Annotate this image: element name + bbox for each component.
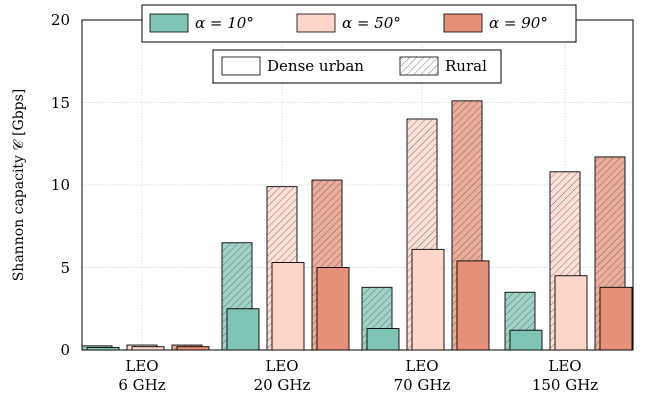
legend-label-dense-urban: Dense urban xyxy=(267,57,364,75)
x-tick-label-70ghz-line1: LEO xyxy=(405,357,438,375)
legend-swatch-alpha-50 xyxy=(296,13,336,33)
legend-swatch-alpha-10 xyxy=(149,13,189,33)
bar-dense-urban-alpha-90-20ghz xyxy=(316,267,350,351)
bar-dense-urban-alpha-10-150ghz xyxy=(509,329,543,351)
bar-dense-urban-alpha-50-70ghz xyxy=(411,248,445,351)
x-tick-label-20ghz-line1: LEO xyxy=(265,357,298,375)
x-tick-labels: LEO 6 GHz LEO 20 GHz LEO 70 GHz LEO 150 … xyxy=(118,357,598,394)
bars xyxy=(81,100,633,351)
y-tick-label-0: 0 xyxy=(60,341,70,359)
alpha-legend: α = 10° α = 50° α = 90° xyxy=(141,4,577,43)
x-tick-label-20ghz-line2: 20 GHz xyxy=(254,376,311,394)
bar-dense-urban-alpha-90-6ghz xyxy=(176,346,210,351)
y-tick-labels: 0 5 10 15 20 xyxy=(51,11,70,359)
y-tick-label-5: 5 xyxy=(60,259,70,277)
x-tick-label-6ghz-line1: LEO xyxy=(125,357,158,375)
legend-label-alpha-10: α = 10° xyxy=(195,14,254,32)
y-tick-label-10: 10 xyxy=(51,176,70,194)
legend-swatch-dense-urban xyxy=(221,56,261,76)
legend-swatch-alpha-90 xyxy=(443,13,483,33)
bar-dense-urban-alpha-50-20ghz xyxy=(271,262,305,351)
y-axis-label: Shannon capacity 𝒞 [Gbps] xyxy=(11,89,27,282)
bar-dense-urban-alpha-50-6ghz xyxy=(131,346,165,351)
environment-legend-box xyxy=(212,49,502,84)
bar-dense-urban-alpha-10-6ghz xyxy=(86,347,120,351)
bar-dense-urban-alpha-90-150ghz xyxy=(599,286,633,351)
legend-swatch-rural-hatch xyxy=(400,57,438,75)
bar-dense-urban-alpha-10-70ghz xyxy=(366,328,400,351)
y-tick-label-15: 15 xyxy=(51,94,70,112)
legend-label-alpha-50: α = 50° xyxy=(342,14,401,32)
bar-dense-urban-alpha-10-20ghz xyxy=(226,308,260,351)
x-tick-label-6ghz-line2: 6 GHz xyxy=(118,376,165,394)
bar-dense-urban-alpha-50-150ghz xyxy=(554,275,588,351)
x-tick-label-70ghz-line2: 70 GHz xyxy=(394,376,451,394)
bar-dense-urban-alpha-90-70ghz xyxy=(456,260,490,351)
legend-label-alpha-90: α = 90° xyxy=(489,14,548,32)
x-tick-label-150ghz-line1: LEO xyxy=(548,357,581,375)
y-tick-label-20: 20 xyxy=(51,11,70,29)
alpha-legend-box xyxy=(141,4,577,43)
legend-label-rural: Rural xyxy=(445,57,487,75)
environment-legend: Dense urban Rural xyxy=(212,49,502,84)
x-tick-label-150ghz-line2: 150 GHz xyxy=(532,376,598,394)
